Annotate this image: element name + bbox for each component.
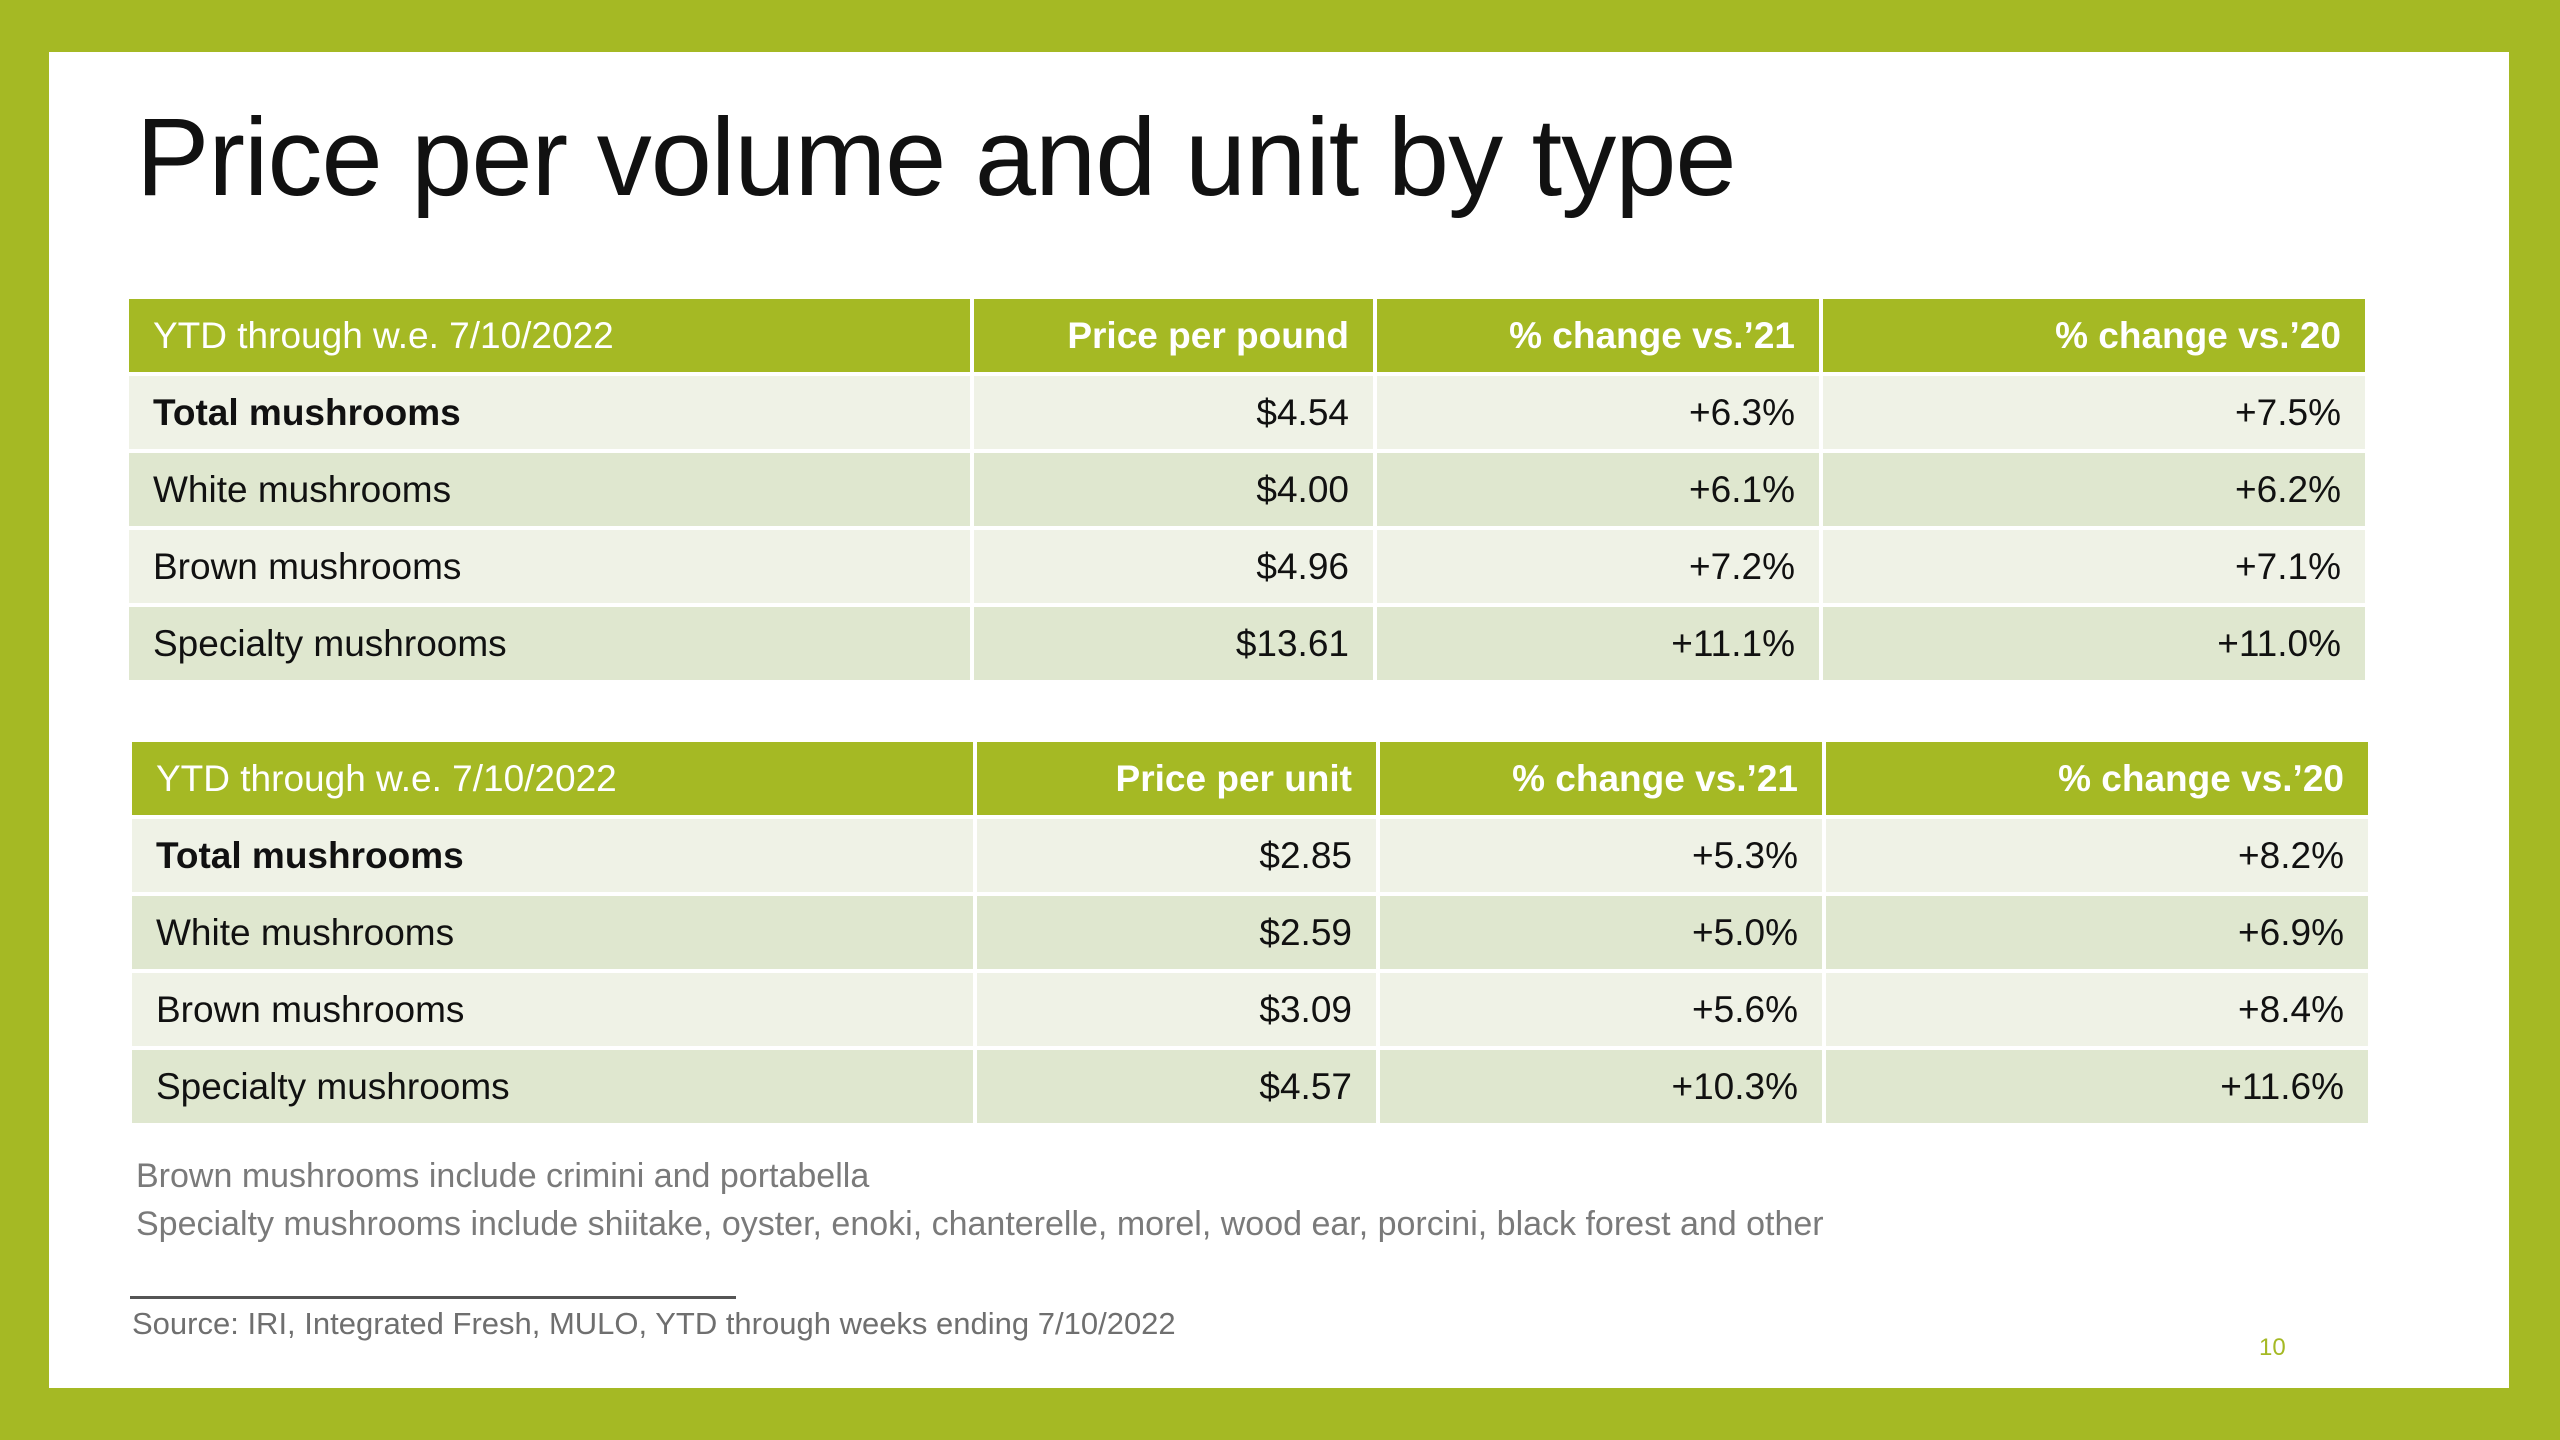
table-row: Brown mushrooms $3.09 +5.6% +8.4% — [132, 969, 2368, 1048]
price-cell: $3.09 — [975, 969, 1380, 1048]
change-21-cell: +7.2% — [1375, 526, 1823, 605]
table-header-row: YTD through w.e. 7/10/2022 Price per pou… — [129, 299, 2365, 374]
table-row: Total mushrooms $2.85 +5.3% +8.2% — [132, 815, 2368, 894]
header-period: YTD through w.e. 7/10/2022 — [132, 742, 977, 817]
price-cell: $13.61 — [972, 603, 1377, 680]
price-cell: $4.00 — [972, 449, 1377, 528]
change-21-cell: +6.3% — [1375, 372, 1823, 451]
change-20-cell: +7.1% — [1821, 526, 2365, 605]
header-period: YTD through w.e. 7/10/2022 — [129, 299, 974, 374]
change-21-cell: +5.3% — [1378, 815, 1826, 894]
row-label: White mushrooms — [132, 892, 977, 971]
row-label: Total mushrooms — [129, 372, 974, 451]
table-row: Total mushrooms $4.54 +6.3% +7.5% — [129, 372, 2365, 451]
header-change-vs-20: % change vs.’20 — [1821, 299, 2365, 374]
header-change-vs-21: % change vs.’21 — [1378, 742, 1826, 817]
change-21-cell: +5.6% — [1378, 969, 1826, 1048]
source-divider — [130, 1296, 736, 1299]
change-21-cell: +10.3% — [1378, 1046, 1826, 1123]
price-cell: $2.59 — [975, 892, 1380, 971]
table-header-row: YTD through w.e. 7/10/2022 Price per uni… — [132, 742, 2368, 817]
price-per-unit-table: YTD through w.e. 7/10/2022 Price per uni… — [132, 742, 2368, 1123]
table-row: White mushrooms $4.00 +6.1% +6.2% — [129, 449, 2365, 528]
change-21-cell: +6.1% — [1375, 449, 1823, 528]
price-per-pound-table: YTD through w.e. 7/10/2022 Price per pou… — [129, 299, 2365, 680]
price-cell: $4.96 — [972, 526, 1377, 605]
footnote-brown: Brown mushrooms include crimini and port… — [136, 1157, 870, 1195]
change-20-cell: +7.5% — [1821, 372, 2365, 451]
change-21-cell: +5.0% — [1378, 892, 1826, 971]
change-20-cell: +11.6% — [1824, 1046, 2368, 1123]
row-label: Brown mushrooms — [129, 526, 974, 605]
change-20-cell: +8.2% — [1824, 815, 2368, 894]
row-label: Specialty mushrooms — [129, 603, 974, 680]
slide: Price per volume and unit by type YTD th… — [49, 52, 2509, 1388]
change-20-cell: +11.0% — [1821, 603, 2365, 680]
table-row: White mushrooms $2.59 +5.0% +6.9% — [132, 892, 2368, 971]
change-20-cell: +8.4% — [1824, 969, 2368, 1048]
footnote-specialty: Specialty mushrooms include shiitake, oy… — [136, 1205, 1824, 1243]
row-label: Total mushrooms — [132, 815, 977, 894]
page-number: 10 — [2259, 1334, 2286, 1361]
table-row: Brown mushrooms $4.96 +7.2% +7.1% — [129, 526, 2365, 605]
change-20-cell: +6.2% — [1821, 449, 2365, 528]
table-row: Specialty mushrooms $13.61 +11.1% +11.0% — [129, 603, 2365, 680]
header-price-per-unit: Price per unit — [975, 742, 1380, 817]
footnotes: Brown mushrooms include crimini and port… — [136, 1152, 1824, 1248]
table-row: Specialty mushrooms $4.57 +10.3% +11.6% — [132, 1046, 2368, 1123]
slide-title: Price per volume and unit by type — [136, 96, 1737, 219]
row-label: Specialty mushrooms — [132, 1046, 977, 1123]
source-note: Source: IRI, Integrated Fresh, MULO, YTD… — [132, 1306, 1176, 1341]
change-21-cell: +11.1% — [1375, 603, 1823, 680]
change-20-cell: +6.9% — [1824, 892, 2368, 971]
header-price-per-pound: Price per pound — [972, 299, 1377, 374]
price-cell: $4.57 — [975, 1046, 1380, 1123]
row-label: Brown mushrooms — [132, 969, 977, 1048]
header-change-vs-20: % change vs.’20 — [1824, 742, 2368, 817]
price-cell: $4.54 — [972, 372, 1377, 451]
price-cell: $2.85 — [975, 815, 1380, 894]
row-label: White mushrooms — [129, 449, 974, 528]
header-change-vs-21: % change vs.’21 — [1375, 299, 1823, 374]
